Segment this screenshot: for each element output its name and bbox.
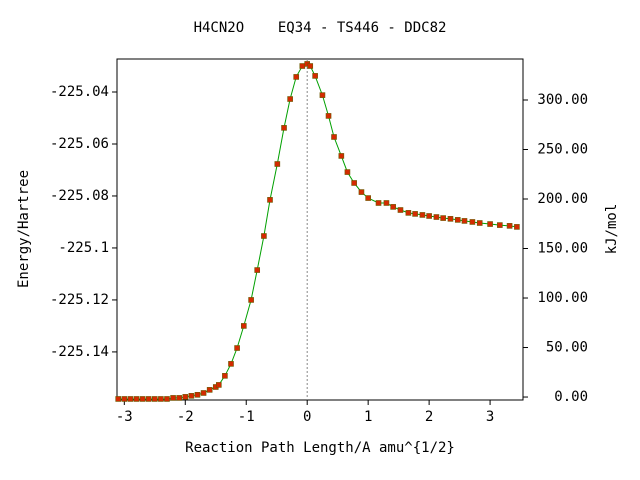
point-marker <box>325 113 332 119</box>
y-tick-label: -225.14 <box>50 344 109 360</box>
y2-tick-label: 150.00 <box>537 241 588 257</box>
point-marker <box>454 217 461 223</box>
x-tick-label: 1 <box>364 409 372 425</box>
point-marker <box>383 200 390 206</box>
y2-tick-label: 300.00 <box>537 92 588 108</box>
point-marker <box>234 345 240 351</box>
point-marker <box>461 218 468 224</box>
y2-tick-label: 250.00 <box>537 141 588 157</box>
point-marker <box>206 387 213 393</box>
x-tick-label: 2 <box>425 409 433 425</box>
point-marker <box>433 214 440 220</box>
point-marker <box>182 394 189 400</box>
point-marker <box>440 215 446 221</box>
point-marker <box>176 395 182 401</box>
point-marker <box>514 224 520 230</box>
point-marker <box>188 393 195 399</box>
x-tick-label: 0 <box>303 409 311 425</box>
point-marker <box>274 161 281 167</box>
y-tick-label: -225.04 <box>50 84 109 100</box>
x-tick-label: -1 <box>238 409 255 425</box>
y2-tick-label: 100.00 <box>537 290 588 306</box>
point-marker <box>194 392 201 398</box>
y2-tick-label: 200.00 <box>537 191 588 207</box>
x-tick-label: -2 <box>177 409 194 425</box>
point-marker <box>312 73 318 79</box>
point-marker <box>447 216 454 222</box>
y-tick-label: -225.06 <box>50 136 109 152</box>
point-marker <box>287 96 293 102</box>
x-tick-label: -3 <box>116 409 133 425</box>
point-marker <box>397 207 404 213</box>
point-marker <box>307 63 314 69</box>
y-axis-label: Energy/Hartree <box>16 170 32 288</box>
point-marker <box>133 396 140 402</box>
point-marker <box>426 213 432 219</box>
y-tick-label: -225.12 <box>50 292 109 308</box>
y2-tick-label: 0.00 <box>554 389 588 405</box>
y-tick-label: -225.1 <box>58 240 109 256</box>
point-marker <box>228 361 234 367</box>
point-marker <box>351 180 357 186</box>
x-axis-label: Reaction Path Length/A amu^{1/2} <box>185 440 455 456</box>
point-marker <box>216 382 222 388</box>
y2-axis-label: kJ/mol <box>604 204 620 255</box>
point-marker <box>365 195 371 201</box>
point-marker <box>240 323 247 329</box>
point-marker <box>419 212 426 218</box>
point-marker <box>476 220 483 226</box>
point-marker <box>487 221 493 227</box>
point-marker <box>158 396 164 402</box>
point-marker <box>506 223 513 229</box>
point-marker <box>145 396 152 402</box>
point-marker <box>200 390 207 396</box>
plot-frame <box>116 58 524 401</box>
point-marker <box>139 396 146 402</box>
point-marker <box>222 373 228 379</box>
point-marker <box>405 210 412 216</box>
point-marker <box>338 153 345 159</box>
x-tick-label: 3 <box>486 409 494 425</box>
point-marker <box>412 211 418 217</box>
point-marker <box>254 267 261 273</box>
point-marker <box>375 200 382 206</box>
point-marker <box>261 233 267 239</box>
point-marker <box>344 169 351 175</box>
point-marker <box>319 92 326 98</box>
point-marker <box>331 134 337 140</box>
point-marker <box>115 396 122 402</box>
chart-title: H4CN2O EQ34 - TS446 - DDC82 <box>194 20 447 36</box>
point-marker <box>390 204 396 210</box>
point-marker <box>299 63 306 69</box>
energy-curve <box>118 63 517 400</box>
point-marker <box>127 396 134 402</box>
point-marker <box>151 396 158 402</box>
point-marker <box>469 219 476 225</box>
point-marker <box>248 297 254 303</box>
point-marker <box>121 396 128 402</box>
point-marker <box>358 189 365 195</box>
point-marker <box>293 74 300 80</box>
y-tick-label: -225.08 <box>50 188 109 204</box>
point-marker <box>267 197 273 203</box>
point-marker <box>164 396 170 402</box>
point-marker <box>281 125 287 131</box>
y2-tick-label: 50.00 <box>546 340 588 356</box>
point-marker <box>497 222 503 228</box>
point-marker <box>170 395 176 401</box>
